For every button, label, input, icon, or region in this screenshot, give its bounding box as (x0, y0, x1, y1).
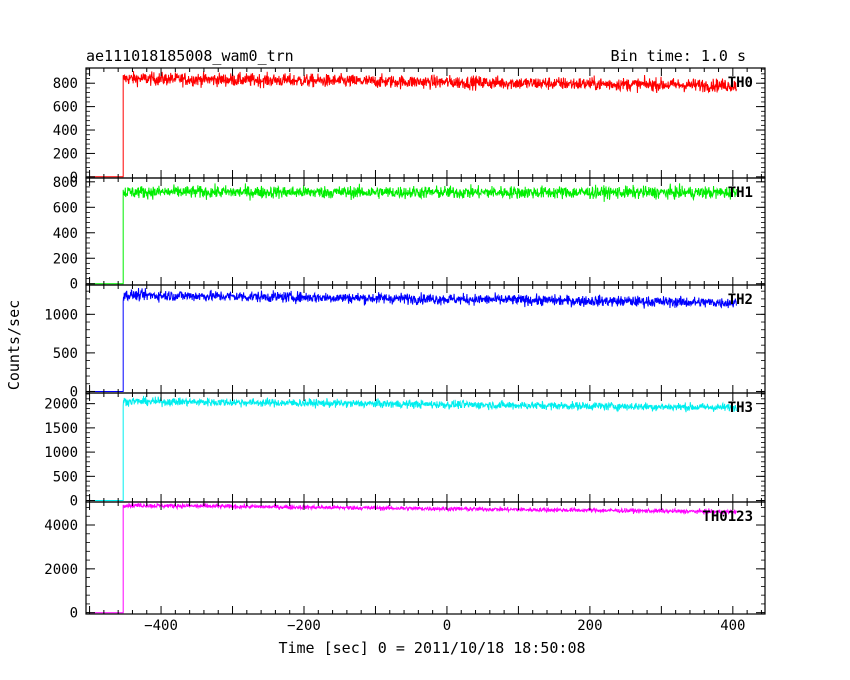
panel-label-th3: TH3 (728, 400, 753, 416)
y-tick-label: 200 (53, 251, 78, 267)
series-line-th3 (89, 395, 737, 501)
x-tick-label: 200 (577, 618, 602, 634)
series-line-th0123 (89, 502, 737, 614)
y-tick-label: 0 (70, 170, 78, 186)
panel-th2: 0 500 1000 TH2 (44, 284, 766, 400)
panel-th0: 0 200 400 600 800 TH0 (53, 67, 766, 186)
chart-title: ae111018185008_wam0_trn (86, 47, 294, 65)
x-tick-label: −200 (287, 618, 321, 634)
y-tick-label: 800 (53, 175, 78, 191)
y-tick-label: 2000 (44, 562, 78, 578)
y-tick-label: 600 (53, 200, 78, 216)
panel-th1: 0 200 400 600 800 TH1 (53, 175, 766, 293)
y-tick-label: 800 (53, 76, 78, 92)
panel-label-th2: TH2 (728, 292, 753, 308)
bin-time-label: Bin time: 1.0 s (611, 47, 746, 65)
panels-group: 0 200 400 600 800 TH0 0 200 400 600 800 TH1 0 500 1000… (44, 67, 766, 634)
y-tick-label: 400 (53, 123, 78, 139)
series-line-th2 (89, 287, 737, 392)
panel-label-th0: TH0 (728, 75, 753, 91)
series-line-th1 (89, 183, 737, 285)
y-axis-label: Counts/sec (5, 300, 23, 390)
y-tick-label: 4000 (44, 518, 78, 534)
y-tick-label: 0 (70, 384, 78, 400)
y-tick-label: 500 (53, 346, 78, 362)
y-tick-label: 500 (53, 469, 78, 485)
x-tick-label: 400 (720, 618, 745, 634)
y-tick-label: 2000 (44, 397, 78, 413)
panel-th3: 0 500 1000 1500 2000 TH3 (44, 392, 766, 510)
panel-frame (85, 177, 766, 286)
panel-frame (85, 501, 766, 615)
panel-label-th0123: TH0123 (702, 509, 753, 525)
y-tick-label: 0 (70, 494, 78, 510)
y-tick-label: 600 (53, 100, 78, 116)
y-tick-label: 400 (53, 226, 78, 242)
y-tick-label: 1000 (44, 445, 78, 461)
y-tick-label: 1000 (44, 307, 78, 323)
panel-th0123: 0 2000 4000 TH0123 (44, 501, 766, 622)
x-tick-label: −400 (144, 618, 178, 634)
y-tick-label: 0 (70, 277, 78, 293)
y-tick-label: 0 (70, 606, 78, 622)
panel-label-th1: TH1 (728, 185, 753, 201)
y-tick-label: 200 (53, 146, 78, 162)
y-tick-label: 1500 (44, 421, 78, 437)
x-tick-label: 0 (443, 618, 451, 634)
series-line-th0 (89, 71, 737, 178)
x-axis-label: Time [sec] 0 = 2011/10/18 18:50:08 (278, 639, 585, 657)
